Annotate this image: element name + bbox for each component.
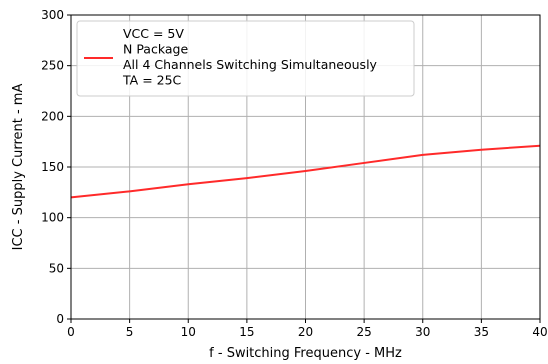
y-tick-label: 250	[41, 59, 64, 73]
y-tick-label: 100	[41, 211, 64, 225]
y-tick-label: 0	[56, 312, 64, 326]
x-axis: 0 5 10 15 20 25 30 35 40	[67, 319, 548, 339]
x-tick-label: 35	[474, 325, 489, 339]
x-tick-label: 20	[298, 325, 313, 339]
x-tick-label: 15	[239, 325, 254, 339]
y-tick-label: 50	[49, 261, 64, 275]
x-tick-label: 25	[356, 325, 371, 339]
y-axis-label: ICC - Supply Current - mA	[11, 84, 26, 251]
x-tick-label: 5	[126, 325, 134, 339]
series-line	[70, 144, 541, 199]
legend-box	[76, 20, 415, 97]
x-tick-label: 40	[532, 325, 547, 339]
y-tick-label: 150	[41, 160, 64, 174]
legend-line: VCC = 5V	[123, 26, 184, 41]
y-tick-label: 300	[41, 8, 64, 22]
legend-line: TA = 25C	[122, 73, 182, 88]
x-tick-label: 30	[415, 325, 430, 339]
y-tick-label: 200	[41, 109, 64, 123]
series-group	[70, 144, 541, 199]
x-tick-label: 0	[67, 325, 75, 339]
legend-line: N Package	[123, 42, 188, 57]
y-axis: 0 50 100 150 200 250 300	[41, 8, 71, 326]
x-axis-label: f - Switching Frequency - MHz	[209, 346, 402, 361]
x-tick-label: 10	[181, 325, 196, 339]
legend-line: All 4 Channels Switching Simultaneously	[123, 57, 378, 72]
